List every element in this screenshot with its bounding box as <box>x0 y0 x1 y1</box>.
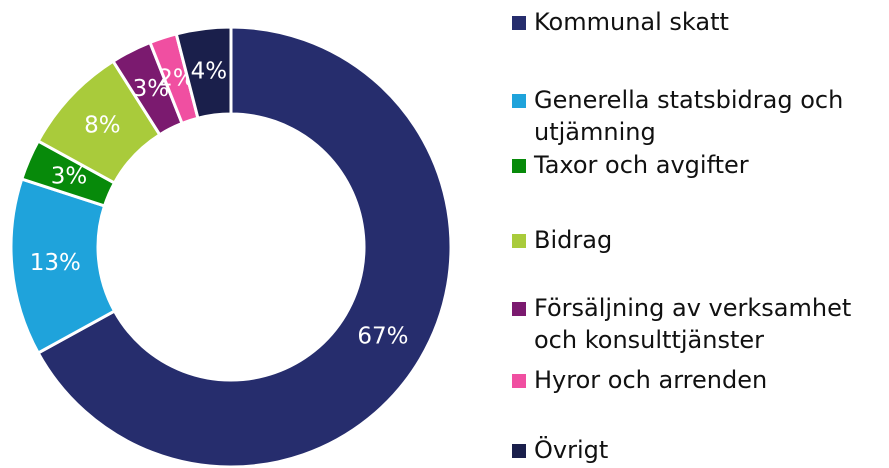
legend-swatch <box>512 444 526 458</box>
data-label: 4% <box>191 58 228 84</box>
legend-label: Kommunal skatt <box>534 8 729 36</box>
legend-item: Generella statsbidrag och utjämning <box>512 84 882 148</box>
legend-item: Övrigt <box>512 434 882 466</box>
legend-label: Taxor och avgifter <box>534 151 749 179</box>
data-label: 67% <box>357 323 408 349</box>
legend-swatch <box>512 374 526 388</box>
legend-item: Kommunal skatt <box>512 6 882 38</box>
legend-swatch <box>512 302 526 316</box>
legend-label: Bidrag <box>534 226 613 254</box>
legend-label: Hyror och arrenden <box>534 366 768 394</box>
legend-swatch <box>512 16 526 30</box>
legend-item: Bidrag <box>512 224 882 256</box>
legend-swatch <box>512 94 526 108</box>
legend-item: Hyror och arrenden <box>512 364 882 396</box>
data-label: 3% <box>51 163 88 189</box>
data-label: 8% <box>84 113 121 139</box>
legend-label: Övrigt <box>534 436 609 464</box>
data-label: 3% <box>133 76 170 102</box>
legend-label: Försäljning av verksamhet och konsulttjä… <box>534 294 852 354</box>
slice <box>174 25 233 121</box>
legend-item: Taxor och avgifter <box>512 149 882 181</box>
legend-label: Generella statsbidrag och utjämning <box>534 86 844 146</box>
legend-swatch <box>512 159 526 173</box>
data-label: 13% <box>30 250 81 276</box>
legend-swatch <box>512 234 526 248</box>
legend-item: Försäljning av verksamhet och konsulttjä… <box>512 292 882 356</box>
slice <box>36 25 453 468</box>
donut: 67%13%3%8%3%2%4% <box>9 25 453 468</box>
